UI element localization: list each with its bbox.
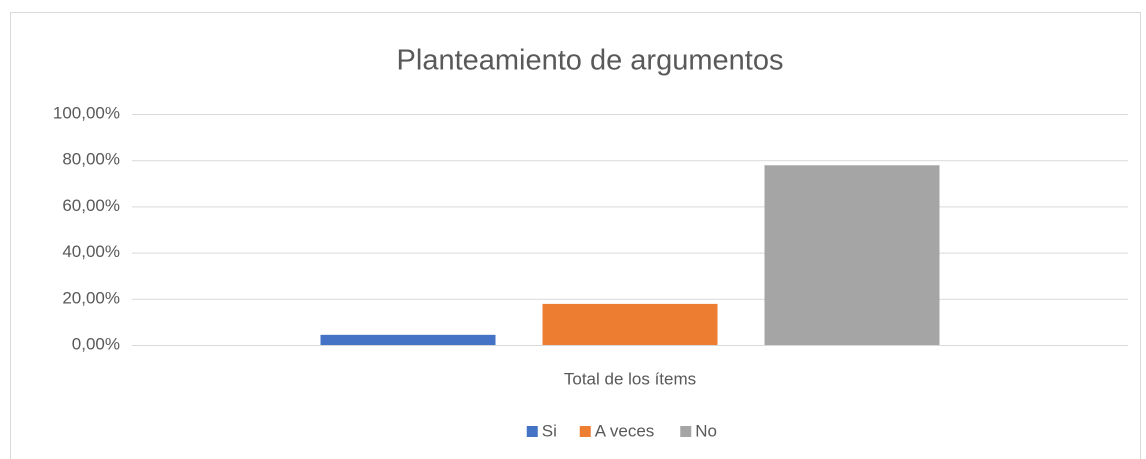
y-tick-label: 60,00% xyxy=(62,196,120,215)
y-tick-label: 80,00% xyxy=(62,150,120,169)
x-tick-label: Total de los ítems xyxy=(564,369,696,388)
bar xyxy=(542,303,718,345)
y-tick-label: 20,00% xyxy=(62,288,120,307)
legend-swatch xyxy=(680,426,692,437)
legend-swatch xyxy=(526,426,538,437)
chart-title: Planteamiento de argumentos xyxy=(397,45,784,77)
legend-label: No xyxy=(695,421,717,440)
legend-label: A veces xyxy=(595,421,655,440)
legend-swatch xyxy=(579,426,591,437)
y-tick-label: 0,00% xyxy=(72,334,120,353)
bar xyxy=(764,165,940,345)
chart-frame xyxy=(10,12,1141,459)
legend-label: Si xyxy=(542,421,557,440)
bar xyxy=(320,334,496,345)
y-tick-label: 40,00% xyxy=(62,242,120,261)
y-tick-label: 100,00% xyxy=(53,103,120,122)
